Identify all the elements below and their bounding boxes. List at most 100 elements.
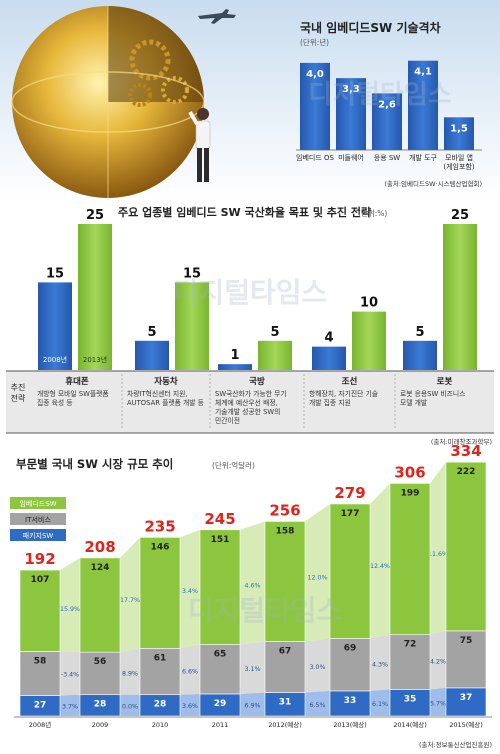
market-segment-label: 151 [211,535,230,545]
localization-unit: (단위:%) [358,208,387,218]
market-growth-label: 3.6% [182,703,198,710]
tech-gap-bar [408,60,438,150]
market-segment-label: 107 [31,575,50,585]
tech-gap-bar [372,93,402,150]
market-growth-label: 4.3% [372,661,388,668]
market-segment-label: 124 [91,563,110,573]
market-growth-label: 5.7% [430,700,446,707]
market-growth-band [60,651,80,696]
market-bar-segment [264,641,306,693]
localization-value-label: 5 [270,325,279,340]
globe-illustration [11,6,205,198]
market-growth-band [180,644,200,695]
market-growth-label: 6.1% [372,701,388,708]
market-growth-label: 8.9% [122,670,138,677]
localization-value-label: 5 [415,325,424,340]
localization-series-label: 2008년 [43,355,67,364]
market-growth-label: 0.0% [122,703,138,710]
market-total-label: 192 [24,550,55,568]
market-growth-band [240,641,265,694]
market-bar-segment [199,529,241,645]
tech-gap-value-label: 4,0 [306,69,324,80]
localization-bar [258,340,292,370]
tech-gap-value-label: 4,1 [414,67,432,78]
market-bar-segment [445,630,487,689]
market-legend-label: IT서비스 [25,515,51,524]
market-growth-label: 4.6% [245,582,261,589]
strategy-text: 차량IT혁신센터 지원, AUTOSAR 플랫폼 개발 등 [127,389,204,407]
market-growth-band [120,537,140,653]
market-growth-label: 3.7% [62,704,78,711]
market-segment-label: 33 [344,696,357,706]
tech-gap-category-label: 미들웨어 [338,153,364,162]
market-year-label: 2010 [152,721,169,729]
market-segment-label: 177 [341,509,360,519]
market-bar-segment [19,651,61,696]
market-growth-band [370,634,390,691]
market-total-label: 208 [84,538,115,556]
tech-gap-value-label: 3,3 [342,84,360,95]
market-total-label: 334 [450,442,481,460]
market-bar-segment [79,557,121,653]
strategy-category-label: 휴대폰 [65,376,89,387]
tech-gap-title: 국내 임베디드SW 기술격차 [300,20,441,35]
market-year-label: 2011 [212,721,229,729]
market-legend-label: 패키지SW [23,531,54,540]
market-legend-swatch [10,513,66,525]
tech-gap-chart: 국내 임베디드SW 기술격차 (단위:년) 4,0 임베디드 OS 3,3 미들웨어 2,6… [296,20,482,188]
market-growth-label: 12.4% [370,563,390,570]
market-growth-band [370,689,390,716]
market-segment-label: 146 [151,542,170,552]
localization-value-label: 4 [324,331,333,346]
strategy-category-label: 로봇 [437,376,453,387]
market-growth-label: -3.4% [61,671,79,678]
businessman-figure [188,108,211,182]
market-bar-segment [199,644,241,695]
strategy-category-label: 자동차 [154,376,178,387]
market-year-label: 2009 [92,721,109,729]
market-total-label: 279 [334,484,365,502]
market-segment-label: 29 [214,699,227,709]
market-title: 부문별 국내 SW 시장 규모 추이 [16,457,173,471]
market-growth-band [240,521,265,645]
market-legend-swatch [10,497,66,509]
tech-gap-bar [336,78,366,150]
strategy-category-label: 조선 [342,376,358,387]
market-segment-label: 158 [276,526,295,536]
market-growth-band [430,462,446,635]
market-growth-label: 4.2% [430,659,446,666]
market-segment-label: 37 [460,693,473,703]
localization-value-label: 25 [86,208,104,223]
market-segment-label: 56 [94,657,107,667]
market-bar-segment [19,569,61,652]
market-segment-label: 35 [404,694,417,704]
strategy-table-background [6,371,494,433]
market-growth-band [120,694,140,716]
strategy-text: SW국산화가 가능한 무기 체계에 예산우선 배정, 기술개발 성공한 SW의 민간이… [215,389,287,425]
market-growth-band [60,557,80,653]
watermark-1: 디지털타임스 [308,80,452,110]
tech-gap-bar [444,117,474,150]
market-segment-label: 75 [460,636,473,646]
localization-value-label: 25 [451,208,469,223]
market-year-label: 2014(예상) [393,720,427,729]
market-bar-segment [79,651,121,696]
market-growth-band [120,648,140,695]
localization-bar [78,224,112,370]
market-bar-segment [264,521,306,642]
market-bar-segment [389,483,431,635]
market-segment-label: 61 [154,653,167,663]
tech-gap-category-label: 모바일 앱 (게임포함) [443,153,474,171]
market-growth-band [180,693,200,716]
market-segment-label: 27 [34,700,47,710]
market-legend-label: 임베디드SW [19,499,56,508]
market-size-chart: 부문별 국내 SW 시장 규모 추이 (단위:억달러) 3.7% -3.4% 15.9%… [10,442,492,749]
market-segment-label: 31 [279,697,292,707]
airplane-icon [198,9,236,24]
market-bar-segment [389,634,431,690]
market-segment-label: 222 [457,467,476,477]
tech-gap-source: (출처:임베디드SW·시스템산업협회) [384,179,482,188]
localization-chart: 주요 업종별 임베디드 SW 국산화율 목표 및 추진 전략(단위:%)1520… [6,205,494,446]
market-growth-band [180,529,200,649]
